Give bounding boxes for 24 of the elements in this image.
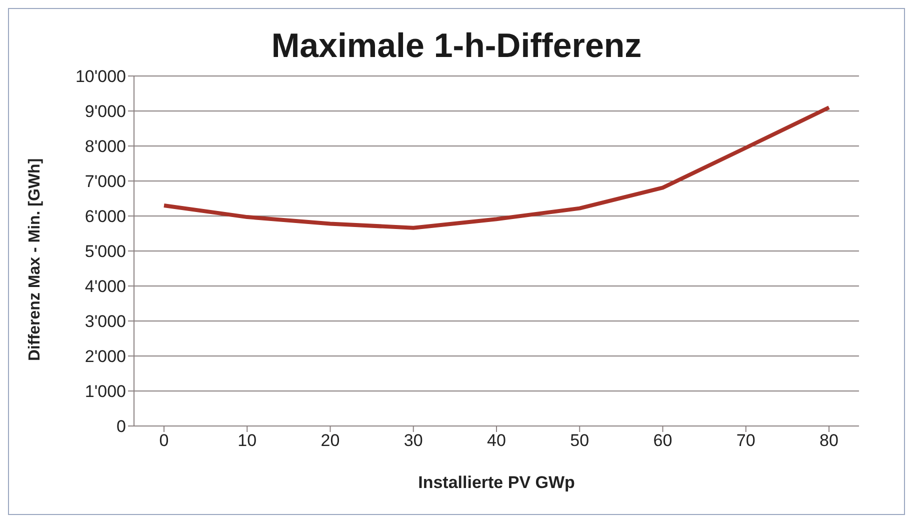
y-tick-label: 9'000 [84, 102, 126, 122]
x-tick-label: 40 [487, 431, 506, 450]
x-tick-label: 10 [238, 431, 257, 450]
x-tick-label: 60 [653, 431, 672, 450]
y-tick-label: 8'000 [84, 137, 126, 156]
x-tick-label: 30 [404, 431, 423, 450]
y-tick-label: 2'000 [84, 347, 126, 366]
y-tick-label: 6'000 [84, 207, 126, 226]
x-tick-label: 80 [820, 431, 838, 450]
x-tick-label: 20 [320, 431, 340, 450]
y-tick-label: 10'000 [75, 67, 126, 86]
y-tick-label: 5'000 [84, 242, 126, 262]
y-tick-label: 7'000 [84, 172, 126, 192]
line-series [162, 106, 831, 230]
y-tick-label: 3'000 [84, 312, 126, 332]
y-axis-title: Differenz Max - Min. [GWh] [26, 158, 44, 361]
chart-title: Maximale 1-h-Differenz [270, 27, 643, 66]
x-tick-label: 50 [570, 431, 590, 450]
y-tick-label: 4'000 [84, 277, 126, 296]
y-tick-label: 1'000 [84, 382, 126, 402]
x-tick-label: 70 [736, 431, 756, 450]
x-axis-title: Installierte PV GWp [418, 473, 575, 492]
y-tick-label: 0 [116, 417, 126, 436]
x-tick-label: 0 [159, 431, 169, 450]
